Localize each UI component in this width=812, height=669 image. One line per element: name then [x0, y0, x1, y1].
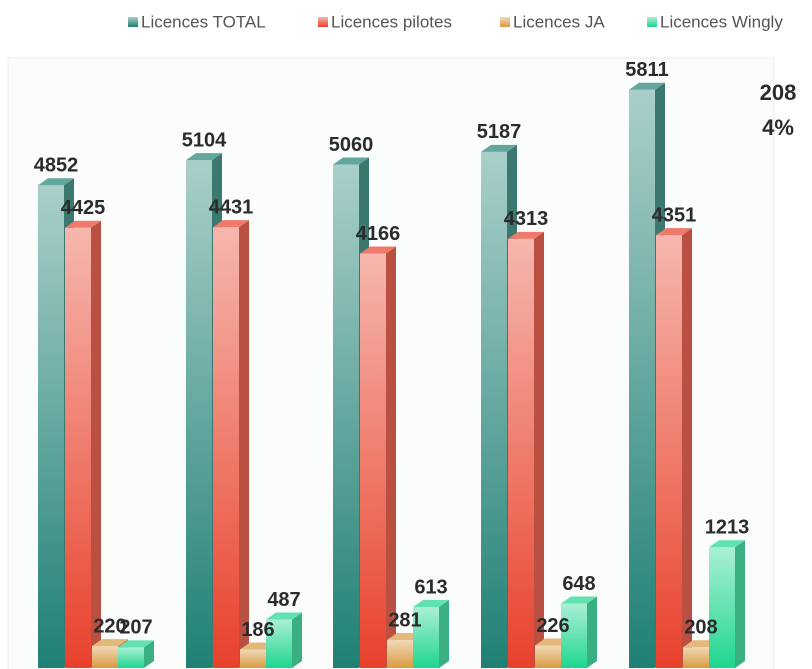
bar-front — [413, 607, 439, 668]
bar-front — [65, 227, 91, 668]
bar-side — [91, 220, 101, 668]
legend-swatch — [500, 17, 510, 27]
bar-front — [535, 645, 561, 668]
bar-side — [386, 246, 396, 668]
bar-front — [629, 89, 655, 669]
bar-front — [683, 647, 709, 668]
bar-front — [508, 238, 534, 668]
bar-top — [92, 639, 128, 647]
bar-side — [239, 220, 249, 669]
bar-front — [387, 640, 413, 668]
bar — [508, 231, 544, 668]
bar-top — [333, 157, 369, 165]
value-label: 186 — [241, 619, 274, 641]
bar-top — [656, 228, 692, 236]
bar-top — [561, 596, 597, 604]
bar — [266, 612, 302, 668]
value-label: 487 — [267, 589, 300, 611]
value-label: 4351 — [652, 204, 697, 226]
legend-text: Licences pilotes — [331, 12, 452, 31]
bar-front — [118, 647, 144, 668]
bar-side — [587, 596, 597, 668]
bar-side — [144, 640, 154, 668]
value-label: 208 — [684, 617, 717, 639]
bar — [656, 228, 692, 668]
bar — [709, 540, 745, 668]
bar-top — [481, 144, 517, 152]
value-label: 5060 — [329, 134, 374, 156]
bar-top — [38, 178, 74, 186]
bar-top — [213, 220, 249, 228]
bar-front — [38, 185, 64, 668]
value-label: 4431 — [209, 196, 254, 218]
bar-front — [333, 164, 359, 668]
legend-text: Licences JA — [513, 12, 605, 31]
legend-swatch — [318, 17, 328, 27]
bar-side — [292, 612, 302, 668]
bar-front — [481, 151, 507, 668]
value-label: 5104 — [182, 129, 227, 151]
value-label: 613 — [414, 576, 447, 598]
bar-front — [213, 227, 239, 669]
bar-top — [413, 600, 449, 608]
bar — [65, 220, 101, 668]
bar — [413, 600, 449, 668]
bar-front — [266, 619, 292, 668]
value-label: 226 — [536, 615, 569, 637]
bar-top — [629, 82, 665, 90]
value-label: 5811 — [625, 59, 668, 81]
value-label: 281 — [388, 609, 421, 631]
bar — [360, 246, 396, 668]
bar-top — [508, 231, 544, 239]
bar-top — [266, 612, 302, 620]
bar-front — [360, 253, 386, 668]
legend-text: Licences Wingly — [660, 12, 783, 31]
bar-side — [534, 231, 544, 668]
value-label: 4852 — [34, 155, 79, 177]
bar-front — [561, 603, 587, 668]
bar-top — [360, 246, 396, 254]
value-label: 220 — [93, 615, 126, 637]
legend-swatch — [647, 17, 657, 27]
bar-top — [65, 220, 101, 228]
annotation: 208 — [760, 80, 797, 105]
bar-top — [709, 540, 745, 548]
bar-front — [240, 649, 266, 668]
value-label: 4425 — [61, 197, 106, 219]
bar-top — [118, 640, 154, 648]
bar-front — [186, 160, 212, 669]
annotation: 4% — [762, 115, 794, 140]
value-label: 1213 — [705, 517, 750, 539]
bar — [213, 220, 249, 669]
legend-text: Licences TOTAL — [141, 12, 266, 31]
bar — [561, 596, 597, 668]
bar — [118, 640, 154, 668]
value-label: 4313 — [504, 208, 549, 230]
bar-front — [709, 547, 735, 668]
bar-side — [439, 600, 449, 668]
bar-front — [92, 646, 118, 668]
bar-front — [656, 235, 682, 668]
legend-swatch — [128, 17, 138, 27]
value-label: 207 — [119, 617, 152, 639]
bar-top — [186, 153, 222, 161]
bar-side — [682, 228, 692, 668]
value-label: 5187 — [477, 121, 522, 143]
value-label: 4166 — [356, 223, 401, 245]
value-label: 648 — [562, 573, 595, 595]
bar-side — [735, 540, 745, 668]
